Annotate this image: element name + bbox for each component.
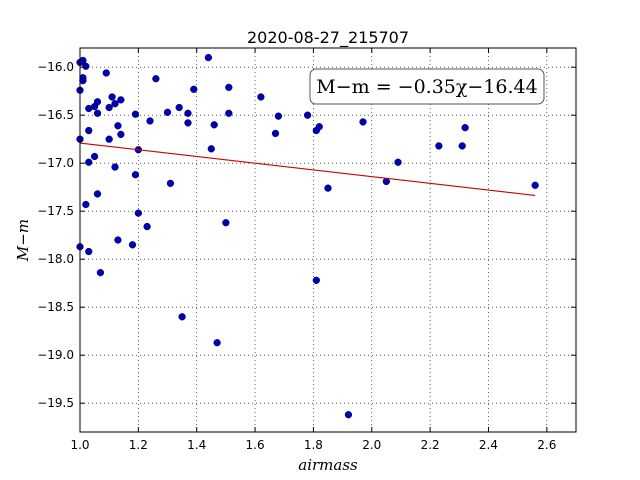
x-tick-label: 1.2 [129, 438, 148, 452]
data-point [359, 118, 367, 126]
data-point [166, 179, 175, 188]
data-point [207, 145, 215, 153]
data-point [271, 129, 280, 138]
data-point [210, 121, 218, 129]
data-point [114, 236, 122, 244]
data-point [315, 123, 323, 131]
data-point [117, 130, 125, 139]
data-point [324, 184, 332, 192]
data-point [394, 158, 402, 166]
data-point [114, 122, 122, 130]
data-point [131, 171, 140, 179]
data-point [435, 142, 443, 150]
data-point [146, 117, 154, 125]
data-point [190, 85, 198, 93]
data-point [175, 103, 183, 112]
x-tick-label: 1.4 [187, 438, 206, 452]
y-tick-label: −19.5 [37, 396, 74, 410]
data-point [213, 339, 221, 347]
data-point [117, 96, 125, 104]
x-tick-label: 2.2 [421, 438, 440, 452]
data-point [225, 83, 233, 92]
x-tick-label: 1.6 [246, 438, 265, 452]
y-axis-label: M−m [14, 219, 32, 262]
data-point [82, 62, 90, 70]
x-tick-label: 1.8 [304, 438, 323, 452]
data-point [274, 112, 283, 120]
data-point [222, 219, 230, 227]
data-point [85, 158, 93, 166]
data-point [93, 109, 102, 117]
data-point [178, 313, 186, 321]
data-point [90, 152, 99, 161]
y-tick-label: −17.0 [37, 156, 74, 170]
data-point [531, 181, 539, 189]
y-tick-label: −16.0 [37, 60, 74, 74]
data-point [108, 93, 116, 101]
data-point [184, 109, 192, 117]
y-tick-label: −17.5 [37, 204, 74, 218]
x-tick-label: 2.4 [479, 438, 498, 452]
data-point [111, 163, 119, 171]
axis-ticks [79, 48, 576, 432]
x-tick-label: 2.6 [537, 438, 556, 452]
data-point [128, 241, 137, 249]
fit-line [79, 142, 536, 197]
x-tick-labels: 1.0 1.2 1.4 1.6 1.8 2.0 2.2 2.4 2.6 [70, 438, 556, 452]
x-axis-label: airmass [298, 456, 358, 474]
y-tick-label: −16.5 [37, 108, 74, 122]
data-point [204, 53, 213, 62]
data-point [85, 126, 93, 135]
data-points [76, 53, 539, 419]
data-point [82, 200, 90, 209]
data-point [96, 268, 105, 277]
grid-lines [79, 48, 576, 432]
x-tick-label: 1.0 [70, 438, 89, 452]
data-point [225, 109, 233, 117]
data-point [344, 411, 353, 419]
data-point [93, 98, 102, 106]
data-point [257, 93, 265, 101]
chart-title: 2020-08-27_215707 [247, 28, 409, 48]
data-point [85, 247, 93, 256]
data-point [111, 100, 119, 108]
data-point [184, 119, 192, 127]
data-point [303, 111, 312, 119]
plot-frame [79, 47, 577, 433]
y-tick-label: −18.0 [37, 252, 74, 266]
data-point [105, 135, 113, 143]
data-point [312, 276, 320, 284]
data-point [79, 76, 87, 85]
data-point [143, 222, 151, 231]
data-point [163, 108, 172, 116]
fit-equation: M−m = −0.35χ−16.44 [316, 76, 537, 98]
data-point [134, 209, 143, 217]
data-point [105, 103, 113, 112]
data-point [131, 110, 140, 118]
data-point [461, 124, 469, 132]
data-point [152, 75, 160, 83]
x-tick-label: 2.0 [362, 438, 381, 452]
y-tick-labels: −16.0 −16.5 −17.0 −17.5 −18.0 −18.5 −19.0 −19.5 [37, 60, 74, 410]
y-tick-label: −19.0 [37, 348, 74, 362]
y-tick-label: −18.5 [37, 300, 74, 314]
fit-equation-box: M−m = −0.35χ−16.44 [309, 68, 545, 105]
data-point [102, 69, 110, 77]
data-point [458, 142, 466, 150]
plot-background [80, 48, 576, 432]
data-point [93, 190, 102, 198]
equation-frame [309, 68, 545, 105]
